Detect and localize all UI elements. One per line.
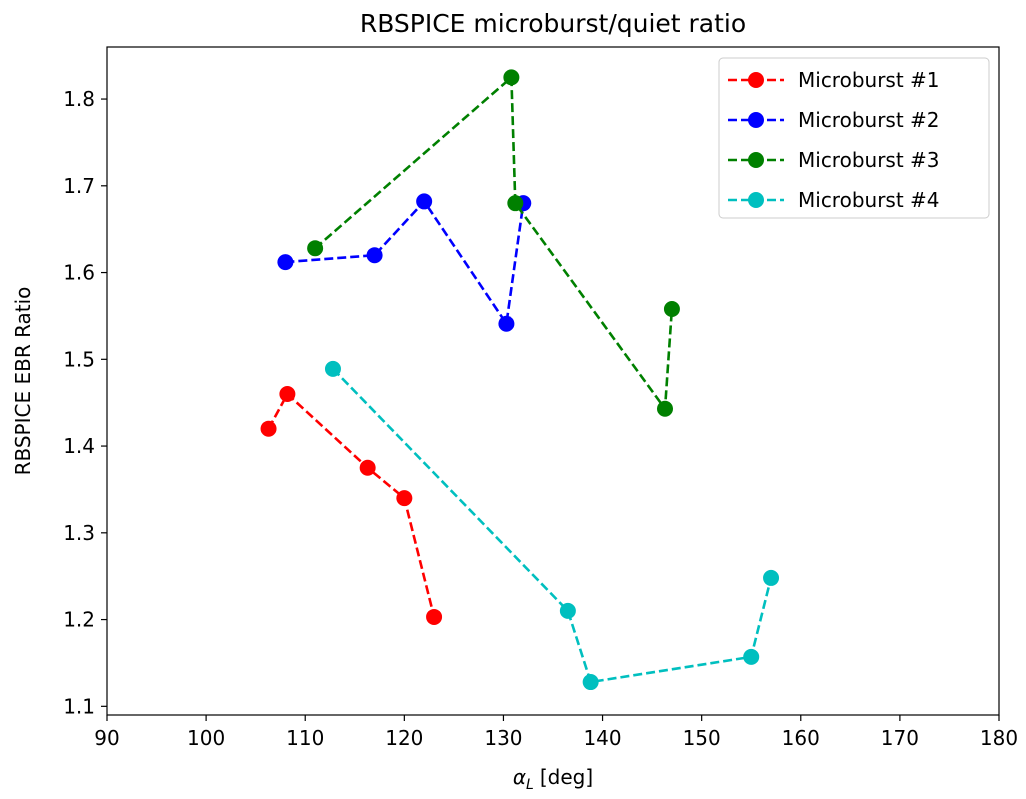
data-point xyxy=(324,360,341,377)
data-point xyxy=(416,193,433,210)
series-microburst-2 xyxy=(277,193,532,332)
x-tick-label: 180 xyxy=(980,726,1018,750)
x-tick-label: 140 xyxy=(583,726,621,750)
y-tick-label: 1.1 xyxy=(63,694,95,718)
legend-entry: Microburst #2 xyxy=(728,108,940,132)
x-tick-label: 120 xyxy=(385,726,423,750)
data-point xyxy=(366,247,383,264)
x-tick-label: 110 xyxy=(286,726,324,750)
data-point xyxy=(582,674,599,691)
legend-entry: Microburst #3 xyxy=(728,148,940,172)
y-tick-label: 1.8 xyxy=(63,87,95,111)
chart-title: RBSPICE microburst/quiet ratio xyxy=(360,9,746,38)
data-point xyxy=(426,608,443,625)
series-line xyxy=(267,391,436,618)
y-tick-label: 1.6 xyxy=(63,261,95,285)
data-point xyxy=(559,602,576,619)
data-point xyxy=(277,254,294,271)
data-point xyxy=(763,569,780,586)
x-axis-label-subscript: L xyxy=(526,777,534,793)
x-tick-label: 100 xyxy=(187,726,225,750)
series-line xyxy=(332,367,773,684)
axes-frame xyxy=(106,46,1000,716)
legend-label: Microburst #4 xyxy=(798,188,940,212)
data-point xyxy=(663,300,680,317)
series-line xyxy=(314,74,674,413)
legend-entry: Microburst #4 xyxy=(728,188,940,212)
x-axis-label-symbol: α xyxy=(513,765,526,789)
legend-marker xyxy=(748,72,764,88)
legend-marker xyxy=(748,112,764,128)
data-point xyxy=(498,315,515,332)
legend-box xyxy=(718,57,990,219)
data-point xyxy=(503,69,520,86)
y-tick-label: 1.3 xyxy=(63,521,95,545)
plot-area xyxy=(260,69,780,691)
y-tick-label: 1.5 xyxy=(63,347,95,371)
series-microburst-1 xyxy=(260,386,443,625)
data-point xyxy=(743,648,760,665)
data-point xyxy=(279,386,296,403)
x-axis-label: αL [deg] xyxy=(513,765,593,793)
x-tick-label: 90 xyxy=(94,726,119,750)
legend-marker xyxy=(748,152,764,168)
y-tick-label: 1.2 xyxy=(63,608,95,632)
legend-marker xyxy=(748,192,764,208)
y-tick-label: 1.4 xyxy=(63,434,95,458)
legend-label: Microburst #3 xyxy=(798,148,940,172)
legend-label: Microburst #1 xyxy=(798,68,940,92)
data-point xyxy=(260,420,277,437)
legend-label: Microburst #2 xyxy=(798,108,940,132)
data-point xyxy=(656,400,673,417)
y-axis-label: RBSPICE EBR Ratio xyxy=(11,287,35,476)
y-axis-ticks: 1.1 1.2 1.3 1.4 1.5 1.6 1.7 1.8 xyxy=(63,87,107,718)
x-axis-label-unit: [deg] xyxy=(540,765,593,789)
series-line xyxy=(285,199,525,328)
data-point xyxy=(359,459,376,476)
series-microburst-4 xyxy=(324,360,780,691)
data-point xyxy=(396,490,413,507)
x-tick-label: 170 xyxy=(881,726,919,750)
data-point xyxy=(507,195,524,212)
x-tick-label: 160 xyxy=(782,726,820,750)
x-tick-label: 130 xyxy=(484,726,522,750)
series-microburst-3 xyxy=(307,69,680,417)
x-axis-ticks: 90 100 110 120 130 140 150 160 170 180 xyxy=(94,715,1018,750)
y-tick-label: 1.7 xyxy=(63,174,95,198)
x-tick-label: 150 xyxy=(683,726,721,750)
legend-entry: Microburst #1 xyxy=(728,68,940,92)
data-point xyxy=(307,240,324,257)
legend: Microburst #1 Microburst #2 Microburst #3 M… xyxy=(718,57,990,219)
